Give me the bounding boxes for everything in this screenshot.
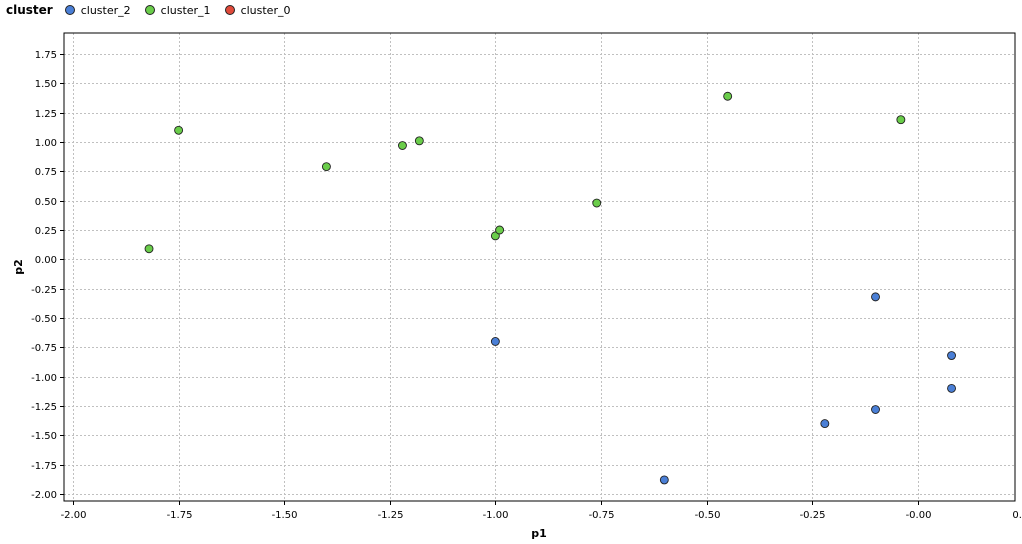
data-point-cluster-1 <box>723 91 733 101</box>
data-point-cluster-2 <box>947 351 956 360</box>
data-point-cluster-2 <box>871 405 880 414</box>
x-tick-label: -0.75 <box>589 510 615 521</box>
data-point-cluster-1 <box>398 141 407 150</box>
legend-swatch-icon <box>224 5 235 15</box>
y-tick-label: -2.00 <box>31 490 57 501</box>
data-point-cluster-1 <box>490 231 500 241</box>
data-point-cluster-1 <box>144 244 154 254</box>
x-axis-label: p1 <box>531 527 547 540</box>
y-axis-label: p2 <box>12 259 25 275</box>
y-tick-label: 1.50 <box>35 79 57 90</box>
data-point-cluster-2 <box>820 419 830 429</box>
y-tick-label: 1.00 <box>35 138 57 149</box>
y-tick-label: -1.50 <box>31 431 57 442</box>
legend: cluster cluster_2 cluster_1 cluster_0 <box>6 2 304 18</box>
x-tick-label: -1.50 <box>272 510 298 521</box>
data-point-cluster-1 <box>495 225 505 235</box>
legend-label: cluster_1 <box>160 3 211 17</box>
data-point-cluster-2 <box>490 337 500 346</box>
y-tick-label: 1.25 <box>35 109 57 120</box>
y-tick-label: -0.25 <box>31 285 57 296</box>
x-tick-label: -2.00 <box>61 510 87 521</box>
legend-entry-cluster-1[interactable]: cluster_1 <box>144 3 211 17</box>
data-point-cluster-1 <box>896 115 906 125</box>
x-tick-label: -1.25 <box>378 510 404 521</box>
y-tick-label: -0.75 <box>31 343 57 354</box>
x-tick-label: -0.50 <box>695 510 721 521</box>
plot-area <box>63 32 1016 502</box>
y-tick-label: 0.50 <box>35 197 57 208</box>
data-point-cluster-2 <box>659 475 669 485</box>
legend-swatch-icon <box>64 5 75 15</box>
legend-label: cluster_0 <box>240 3 291 17</box>
data-point-cluster-2 <box>871 292 880 302</box>
legend-swatch-icon <box>144 5 155 15</box>
y-tick-label: 1.75 <box>35 50 57 61</box>
axes: -2.00 -1.75 -1.50 -1.25 -1.00 -0.75 -0.50 -0.25… <box>31 50 1022 521</box>
legend-entry-cluster-2[interactable]: cluster_2 <box>64 3 131 17</box>
data-point-cluster-1 <box>174 125 184 135</box>
data-point-cluster-1 <box>321 162 331 172</box>
data-point-cluster-1 <box>592 198 602 208</box>
legend-label: cluster_2 <box>80 3 131 17</box>
data-point-cluster-1 <box>414 136 424 146</box>
y-tick-label: 0.00 <box>35 255 57 266</box>
x-tick-label: 0.25 <box>1012 510 1022 521</box>
y-tick-label: -1.00 <box>31 373 57 384</box>
y-tick-label: -1.25 <box>31 402 57 413</box>
x-tick-label: -0.00 <box>906 510 932 521</box>
data-point-cluster-2 <box>947 383 956 393</box>
legend-title: cluster <box>6 3 53 17</box>
y-tick-label: 0.25 <box>35 226 57 237</box>
grid <box>64 33 1015 501</box>
y-tick-label: -1.75 <box>31 461 57 472</box>
x-tick-label: -0.25 <box>800 510 826 521</box>
y-tick-label: -0.50 <box>31 314 57 325</box>
legend-entry-cluster-0[interactable]: cluster_0 <box>224 3 291 17</box>
x-tick-label: -1.00 <box>483 510 509 521</box>
data-points <box>144 91 956 485</box>
x-tick-label: -1.75 <box>167 510 193 521</box>
y-tick-label: 0.75 <box>35 167 57 178</box>
